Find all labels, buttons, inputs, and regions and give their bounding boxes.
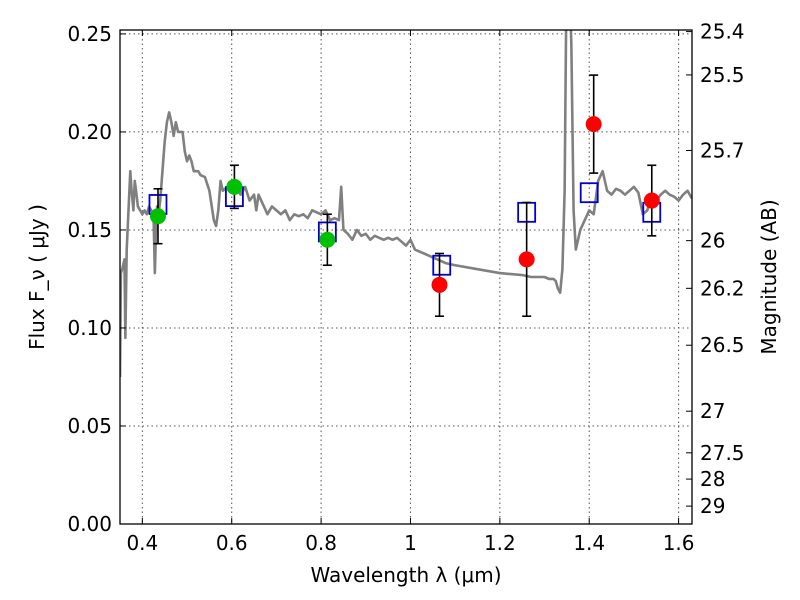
y-right-tick-label: 26: [700, 229, 725, 253]
plot-area: [120, 30, 692, 377]
y-right-tick-label: 26.5: [700, 333, 745, 357]
y-right-tick-label: 28: [700, 467, 725, 491]
observed_optical-point: [226, 178, 243, 195]
observed_nir-point: [518, 251, 535, 268]
y-right-tick-label: 25.7: [700, 138, 745, 162]
model-spectrum-line: [120, 30, 692, 377]
plot-frame: [119, 29, 693, 525]
y-right-tick-label: 26.2: [700, 276, 745, 300]
y-right-tick-label: 25.4: [700, 20, 745, 44]
model-photometry-marker: [579, 182, 599, 204]
x-tick-label: 1.6: [663, 531, 695, 555]
y-tick-label: 0.20: [67, 120, 112, 144]
y-right-tick-label: 29: [700, 494, 725, 518]
x-tick-label: 0.4: [126, 531, 158, 555]
model-photometry-marker: [432, 254, 452, 276]
y-tick-label: 0.05: [67, 414, 112, 438]
x-tick-label: 0.6: [216, 531, 248, 555]
y-axis-right-title: Magnitude (AB): [757, 199, 781, 354]
x-tick-label: 1.4: [573, 531, 605, 555]
axis-ticks: 0.4 0.6 0.8 1 1.2 1.4 1.6 0.00 0.05 0.10 0.15 0.20 0…: [67, 20, 744, 555]
x-tick-label: 1: [404, 531, 417, 555]
grid: [120, 30, 692, 525]
observed_nir-point: [643, 192, 660, 209]
observed_nir-point: [585, 116, 602, 133]
y-right-tick-label: 27.5: [700, 441, 745, 465]
y-right-tick-label: 27: [700, 399, 725, 423]
x-axis-title: Wavelength λ (μm): [310, 563, 501, 587]
y-right-tick-label: 25.5: [700, 63, 745, 87]
y-tick-label: 0.15: [67, 218, 112, 242]
x-tick-label: 1.2: [484, 531, 516, 555]
y-axis-title: Flux F_ν ( μJy ): [25, 204, 49, 350]
observed_optical-point: [149, 208, 166, 225]
y-tick-label: 0.25: [67, 22, 112, 46]
x-tick-label: 0.8: [305, 531, 337, 555]
observed_nir-point: [431, 276, 448, 293]
y-tick-label: 0.00: [67, 512, 112, 536]
observed_optical-point: [319, 231, 336, 248]
y-tick-label: 0.10: [67, 316, 112, 340]
